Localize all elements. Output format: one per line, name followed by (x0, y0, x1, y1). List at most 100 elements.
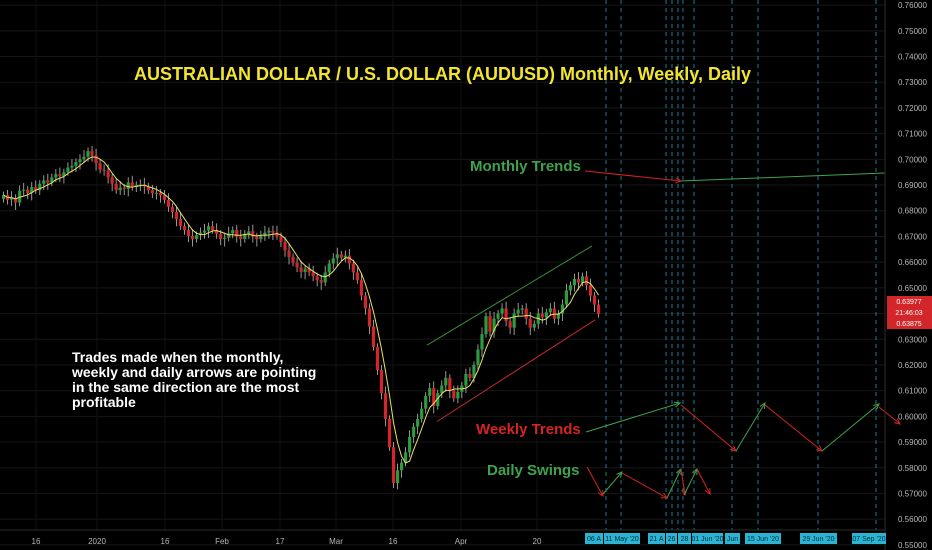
candle-up (436, 393, 440, 407)
candle-up (203, 230, 207, 233)
y-tick-label: 0.65000 (898, 284, 927, 293)
candle-down (106, 170, 110, 178)
candle-up (532, 323, 536, 328)
candle-up (303, 268, 307, 272)
candle-up (30, 187, 34, 194)
candle-down (251, 231, 255, 237)
candle-up (86, 151, 90, 157)
candle-up (223, 237, 227, 240)
y-tick-label: 0.75000 (898, 27, 927, 36)
candle-up (512, 313, 516, 328)
price-box-label: 21:46:03 (895, 310, 922, 317)
candle-up (118, 187, 122, 191)
candle-down (363, 295, 367, 309)
candle-up (496, 313, 500, 319)
candle-up (408, 436, 412, 453)
candle-down (255, 236, 259, 240)
candle-up (572, 278, 577, 286)
date-box (678, 533, 691, 544)
candle-up (440, 385, 444, 394)
channel-upper-line (426, 245, 593, 346)
daily-arrow-up-head (616, 471, 623, 478)
candle-down (90, 151, 94, 156)
candle-down (468, 373, 472, 378)
date-box-label: 21 A (649, 536, 663, 543)
weekly-trends-label: Weekly Trends (476, 421, 581, 438)
monthly-trend-line (680, 172, 886, 182)
daily-arrow-up (683, 468, 698, 496)
price-box (887, 296, 932, 307)
y-tick-label: 0.56000 (898, 515, 927, 524)
candle-up (10, 197, 14, 200)
date-box (725, 533, 740, 544)
candle-down (271, 230, 275, 233)
price-box (887, 307, 932, 318)
monthly-trends-label: Monthly Trends (470, 158, 581, 175)
date-box (604, 533, 640, 544)
candle-up (2, 195, 6, 199)
candle-down (379, 370, 384, 394)
candle-up (263, 232, 267, 236)
candle-up (456, 391, 460, 399)
y-tick-label: 0.70000 (898, 155, 927, 164)
candle-down (239, 236, 243, 240)
candle-up (66, 167, 70, 173)
grid-layer (0, 0, 885, 546)
candle-up (472, 364, 476, 378)
candle-down (275, 232, 279, 237)
moving-average-line (3, 156, 600, 464)
candle-up (74, 161, 78, 166)
candle-down (488, 316, 492, 332)
date-box-label: 06 A (587, 536, 601, 543)
candle-down (102, 169, 106, 171)
daily-arrow-down (586, 466, 604, 497)
y-tick-label: 0.71000 (898, 130, 927, 139)
candle-up (22, 189, 26, 191)
candle-down (94, 155, 98, 164)
candle-up (416, 418, 420, 427)
y-tick-label: 0.58000 (898, 464, 927, 473)
y-tick-label: 0.76000 (898, 1, 927, 10)
weekly-arrow-up (735, 402, 766, 452)
x-tick-label: 2020 (88, 537, 106, 546)
candle-up (335, 254, 339, 259)
date-box-label: 07 Sep '20 (852, 536, 885, 543)
candle-up (227, 233, 231, 238)
x-tick-label: 16 (32, 537, 41, 546)
candle-up (560, 304, 564, 314)
candle-down (432, 388, 436, 407)
candle-down (182, 226, 187, 231)
candle-down (279, 236, 283, 243)
chart-title: AUSTRALIAN DOLLAR / U.S. DOLLAR (AUDUSD)… (133, 64, 752, 84)
candle-up (412, 426, 416, 437)
trend-arrows-layer (584, 170, 901, 499)
candle-down (311, 272, 315, 277)
daily-swings-label: Daily Swings (487, 462, 580, 479)
moving-average-layer (3, 156, 600, 464)
candle-down (170, 206, 175, 213)
y-tick-label: 0.67000 (898, 232, 927, 241)
candle-up (247, 231, 251, 234)
candle-up (154, 192, 158, 194)
candle-down (190, 235, 195, 240)
candle-down (291, 257, 295, 263)
date-box-label: 28 (681, 536, 689, 543)
y-tick-label: 0.62000 (898, 361, 927, 370)
date-box (800, 533, 837, 544)
date-box-label: 26 (668, 536, 676, 543)
candle-down (339, 254, 343, 258)
candle-down (114, 183, 118, 191)
candle-up (126, 182, 130, 189)
x-tick-label: 17 (276, 537, 285, 546)
candle-up (544, 312, 548, 318)
candle-down (287, 250, 291, 258)
y-tick-label: 0.63000 (898, 335, 927, 344)
candle-down (576, 278, 581, 283)
x-tick-label: 16 (389, 537, 398, 546)
y-tick-label: 0.55000 (898, 541, 927, 550)
candle-down (307, 268, 311, 273)
candle-down (596, 304, 601, 315)
candle-down (448, 377, 452, 391)
candle-down (215, 230, 219, 234)
candle-down (359, 280, 363, 296)
